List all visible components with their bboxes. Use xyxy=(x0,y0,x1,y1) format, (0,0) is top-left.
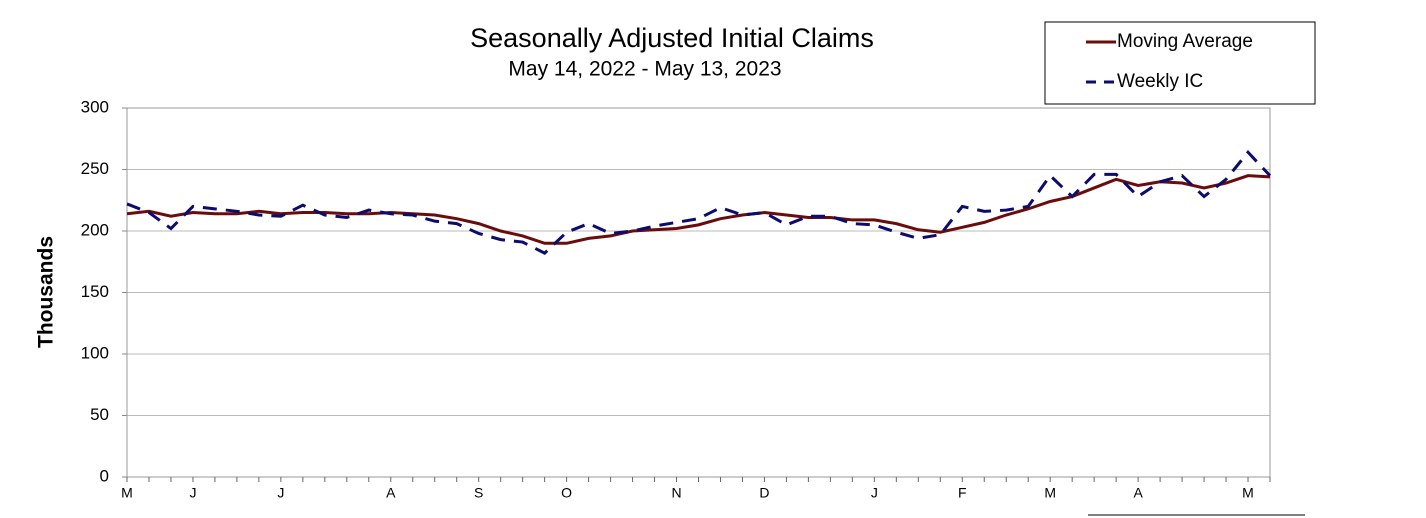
y-tick-label: 100 xyxy=(81,343,109,362)
x-tick-label: M xyxy=(1044,485,1056,501)
legend-label: Moving Average xyxy=(1117,31,1253,52)
y-tick-label: 300 xyxy=(81,97,109,116)
y-tick-label: 250 xyxy=(81,159,109,178)
y-tick-label: 150 xyxy=(81,282,109,301)
y-tick-label: 50 xyxy=(90,405,109,424)
x-tick-label: J xyxy=(871,485,878,501)
x-tick-label: J xyxy=(189,485,196,501)
x-tick-label: S xyxy=(474,485,483,501)
y-axis-label: Thousands xyxy=(35,236,58,348)
x-tick-label: A xyxy=(1133,485,1143,501)
y-tick-label: 200 xyxy=(81,220,109,239)
x-tick-label: M xyxy=(121,485,133,501)
series-line xyxy=(126,150,1272,255)
x-tick-label: D xyxy=(759,485,769,501)
x-tick-label: M xyxy=(1242,485,1254,501)
x-tick-label: O xyxy=(561,485,572,501)
chart-subtitle: May 14, 2022 - May 13, 2023 xyxy=(508,58,781,81)
series-line xyxy=(126,174,1271,245)
x-tick-label: A xyxy=(386,485,396,501)
x-tick-label: N xyxy=(671,485,681,501)
x-tick-label: F xyxy=(958,485,967,501)
legend-label: Weekly IC xyxy=(1117,71,1203,92)
chart-title: Seasonally Adjusted Initial Claims xyxy=(470,23,874,53)
legend-box xyxy=(1044,21,1316,105)
x-tick-label: J xyxy=(277,485,284,501)
y-tick-label: 0 xyxy=(100,466,109,485)
